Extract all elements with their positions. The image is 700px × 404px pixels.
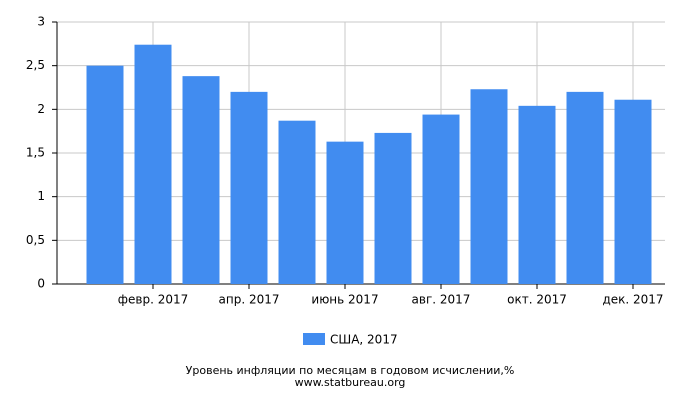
bar	[182, 76, 220, 284]
bar	[422, 114, 460, 284]
bar	[278, 120, 316, 284]
bar	[518, 105, 556, 284]
bar	[326, 141, 364, 284]
y-tick-label: 3	[37, 15, 45, 29]
bar	[134, 44, 172, 284]
y-tick-label: 2,5	[26, 58, 45, 72]
y-tick-label: 0,5	[26, 233, 45, 247]
bar	[230, 91, 268, 284]
legend-swatch	[303, 333, 325, 345]
y-tick-label: 0	[37, 277, 45, 291]
bar	[470, 89, 508, 284]
x-tick-label: июнь 2017	[311, 293, 378, 307]
bar	[566, 91, 604, 284]
chart-subtitle: www.statbureau.org	[295, 376, 406, 389]
x-tick-label: окт. 2017	[507, 293, 567, 307]
y-tick-label: 1	[37, 189, 45, 203]
y-tick-label: 1,5	[26, 146, 45, 160]
x-tick-label: дек. 2017	[602, 293, 663, 307]
x-tick-label: авг. 2017	[412, 293, 471, 307]
x-tick-label: апр. 2017	[219, 293, 280, 307]
legend-label: США, 2017	[330, 333, 398, 347]
x-tick-label: февр. 2017	[118, 293, 189, 307]
y-tick-label: 2	[37, 102, 45, 116]
bar	[374, 132, 412, 284]
bar	[614, 99, 652, 284]
chart-title: Уровень инфляции по месяцам в годовом ис…	[186, 364, 515, 377]
bar	[86, 65, 124, 285]
